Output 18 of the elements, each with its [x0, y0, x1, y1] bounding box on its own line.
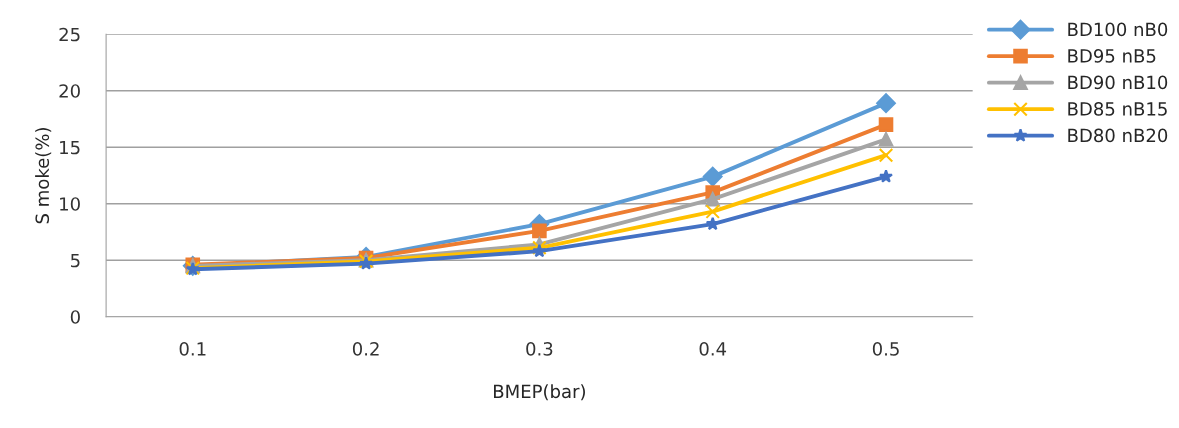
y-tick-label: 25: [59, 27, 80, 42]
x-axis-title: BMEP(bar): [494, 384, 585, 401]
legend-label: BD95 nB5: [1068, 49, 1156, 63]
y-tick-label: 10: [60, 197, 80, 211]
x-tick-label: 0.3: [526, 342, 553, 356]
y-axis-title: S moke(%): [35, 128, 52, 224]
y-tick-label: 5: [71, 253, 80, 268]
x-tick-label: 0.5: [872, 342, 899, 356]
legend-label: BD90 nB10: [1068, 75, 1168, 90]
legend-label: BD80 nB20: [1068, 128, 1168, 143]
x-tick-label: 0.2: [352, 342, 379, 356]
y-tick-label: 15: [60, 140, 80, 155]
x-tick-label: 0.1: [179, 342, 206, 356]
y-tick-label: 20: [59, 84, 80, 98]
legend-label: BD85 nB15: [1068, 102, 1167, 116]
legend-label: BD100 nB0: [1068, 22, 1168, 37]
x-tick-label: 0.4: [699, 342, 727, 356]
y-tick-label: 0: [70, 310, 80, 324]
